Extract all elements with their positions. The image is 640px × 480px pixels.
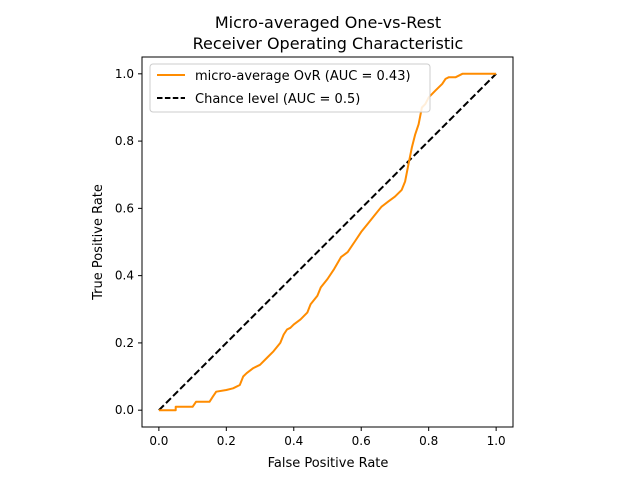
legend-label-chance-level: Chance level (AUC = 0.5) <box>195 92 360 107</box>
y-tick-label: 0.4 <box>115 269 134 283</box>
x-tick-label: 0.2 <box>217 434 236 448</box>
y-tick-label: 0.6 <box>115 201 134 215</box>
chart-title-line-1: Micro-averaged One-vs-Rest <box>215 13 441 32</box>
chance-level-line <box>158 73 497 411</box>
legend-label-micro-average: micro-average OvR (AUC = 0.43) <box>195 69 411 84</box>
y-tick-label: 0.0 <box>115 403 134 417</box>
x-axis-ticks: 0.0 0.2 0.4 0.6 0.8 1.0 <box>149 427 506 448</box>
x-tick-label: 0.8 <box>419 434 438 448</box>
chart-title-line-2: Receiver Operating Characteristic <box>193 34 464 53</box>
y-tick-label: 0.2 <box>115 336 134 350</box>
x-tick-label: 0.0 <box>149 434 168 448</box>
y-tick-label: 0.8 <box>115 134 134 148</box>
x-axis-label: False Positive Rate <box>268 456 389 471</box>
x-tick-label: 0.4 <box>284 434 303 448</box>
axes-frame <box>141 56 514 428</box>
legend-box <box>149 63 431 113</box>
y-axis-ticks: 0.0 0.2 0.4 0.6 0.8 1.0 <box>115 67 142 417</box>
x-tick-label: 0.6 <box>352 434 371 448</box>
y-tick-label: 1.0 <box>115 67 134 81</box>
x-tick-label: 1.0 <box>487 434 506 448</box>
legend: micro-average OvR (AUC = 0.43) Chance le… <box>149 63 431 113</box>
y-axis-label: True Positive Rate <box>91 184 106 301</box>
